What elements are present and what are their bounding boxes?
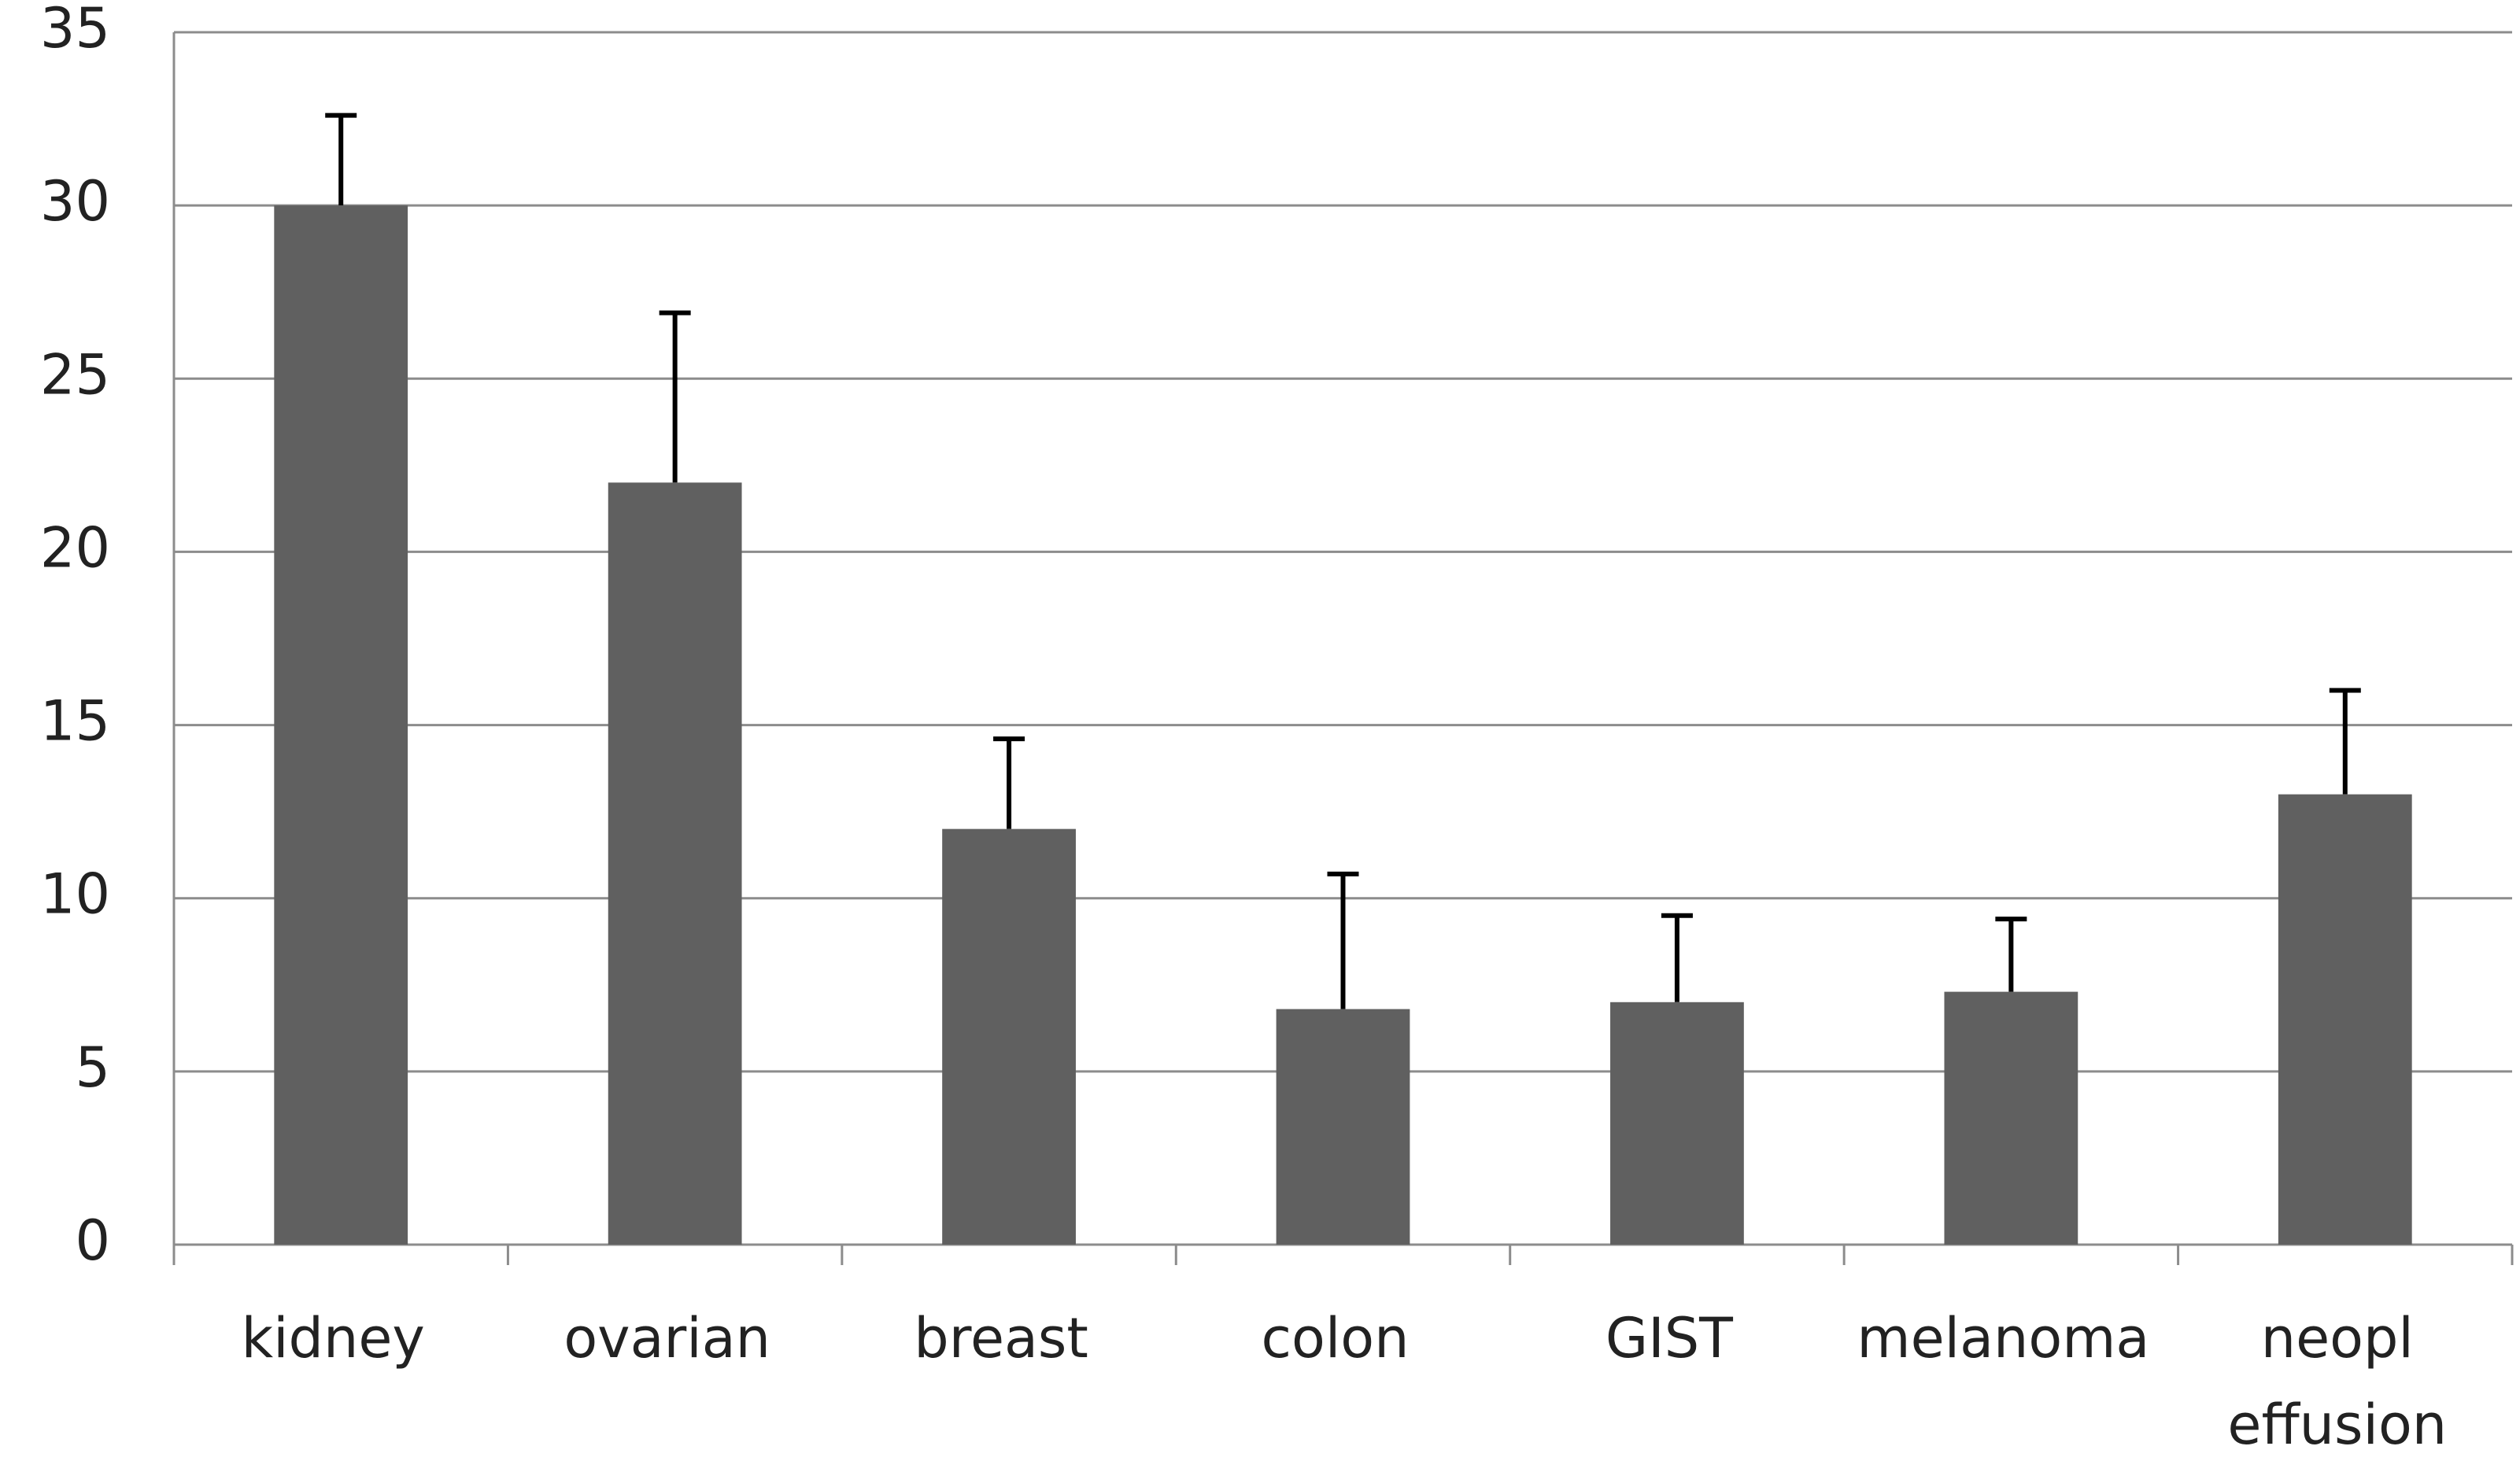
y-tick-label: 0 bbox=[75, 1208, 110, 1273]
y-tick-label: 15 bbox=[40, 689, 110, 754]
bar bbox=[1944, 991, 2078, 1245]
x-tick-label: GIST bbox=[1605, 1306, 1733, 1371]
bar bbox=[942, 828, 1076, 1245]
y-tick-label: 20 bbox=[40, 515, 110, 580]
y-tick-label: 5 bbox=[75, 1035, 110, 1100]
x-tick-label: colon bbox=[1261, 1306, 1410, 1371]
bar bbox=[2278, 794, 2412, 1245]
x-tick-label: melanoma bbox=[1857, 1306, 2150, 1371]
y-tick-label: 35 bbox=[40, 0, 110, 61]
x-tick-label: ovarian bbox=[563, 1306, 770, 1371]
y-tick-label: 10 bbox=[40, 862, 110, 927]
bar bbox=[274, 205, 408, 1245]
bar bbox=[1610, 1002, 1744, 1245]
y-tick-label: 30 bbox=[40, 169, 110, 234]
x-tick-label: kidney bbox=[241, 1306, 425, 1371]
y-tick-label: 25 bbox=[40, 342, 110, 407]
bar bbox=[608, 482, 742, 1245]
x-tick-label: breast bbox=[914, 1306, 1088, 1371]
bar bbox=[1276, 1009, 1410, 1245]
x-tick-label: neopl effusion bbox=[2227, 1306, 2448, 1457]
